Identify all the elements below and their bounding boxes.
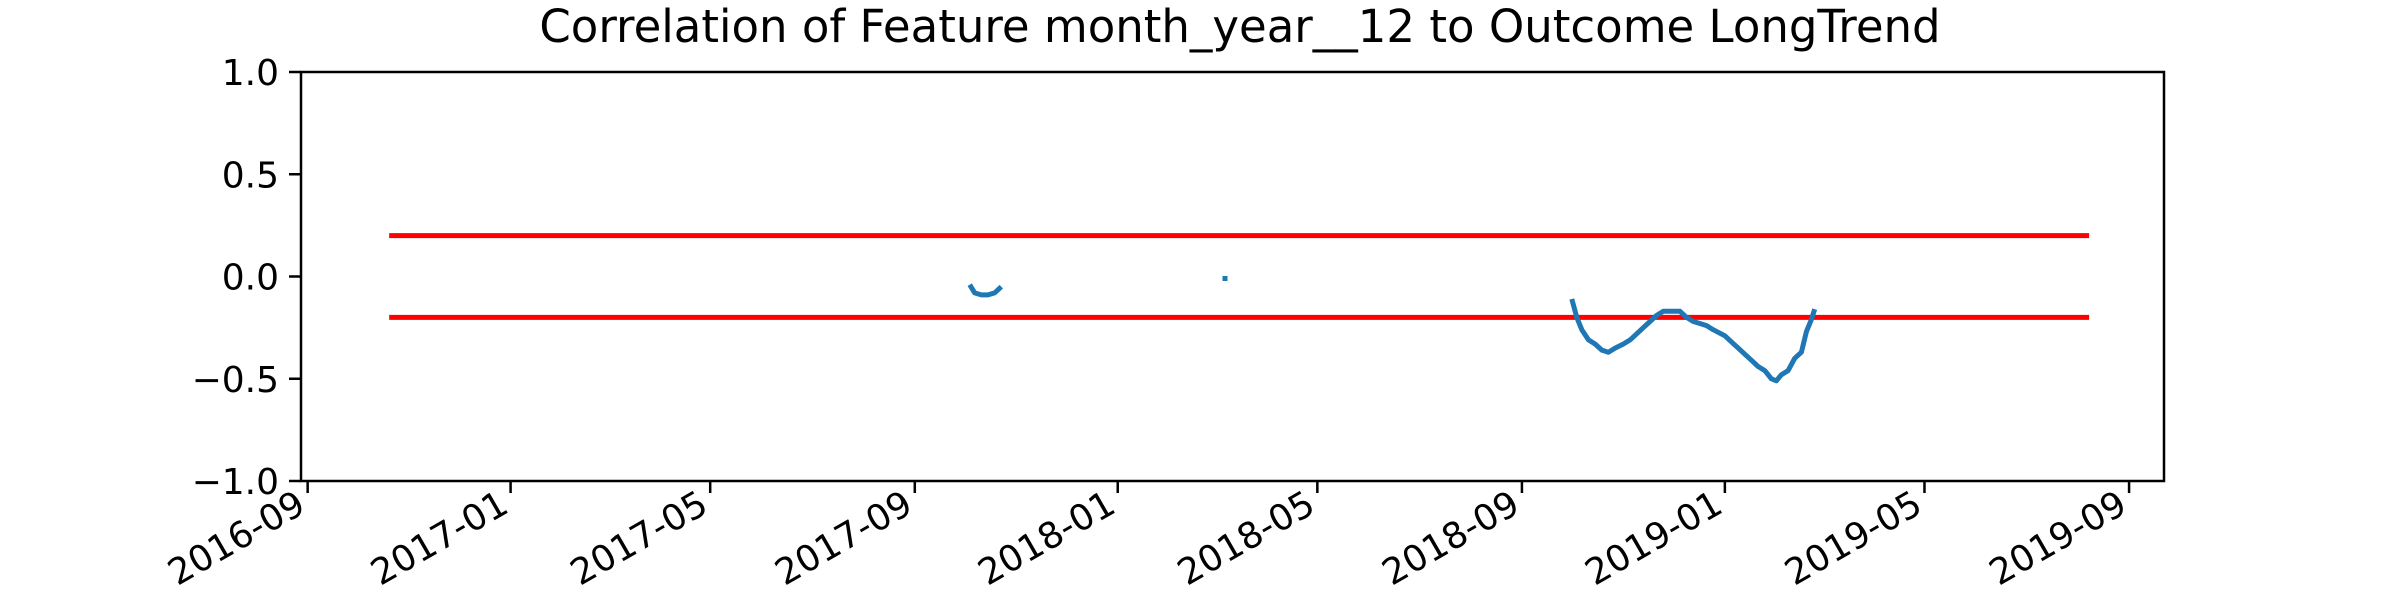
x-tick-label: 2017-09 (769, 483, 920, 594)
x-tick-label: 2018-01 (971, 483, 1122, 594)
y-tick-label: 0.5 (222, 155, 279, 196)
x-axis: 2016-09 2017-01 2017-05 2017-09 2018-01 2018-… (161, 481, 2134, 594)
x-tick-label: 2017-01 (364, 483, 515, 594)
series-line-segment-3 (1569, 298, 1818, 384)
x-tick-label: 2019-01 (1579, 483, 1730, 594)
x-tick-label: 2017-05 (564, 483, 715, 594)
y-tick-label: −1.0 (192, 462, 279, 503)
plot-frame (299, 70, 2166, 483)
x-tick-label: 2019-09 (1983, 483, 2134, 594)
y-tick-label: −0.5 (192, 360, 279, 401)
chart-title: Correlation of Feature month_year__12 to… (539, 0, 1940, 53)
x-tick-label: 2018-05 (1171, 483, 1322, 594)
y-tick-label: 0.0 (222, 258, 279, 299)
x-tick-label: 2019-05 (1778, 483, 1929, 594)
threshold-lines (389, 233, 2090, 320)
series-line-segment-1 (967, 283, 1003, 298)
x-tick-label: 2018-09 (1376, 483, 1527, 594)
series-lines (967, 276, 1818, 384)
y-tick-label: 1.0 (222, 53, 279, 94)
y-axis: 1.0 0.5 0.0 −0.5 −1.0 (192, 53, 301, 503)
